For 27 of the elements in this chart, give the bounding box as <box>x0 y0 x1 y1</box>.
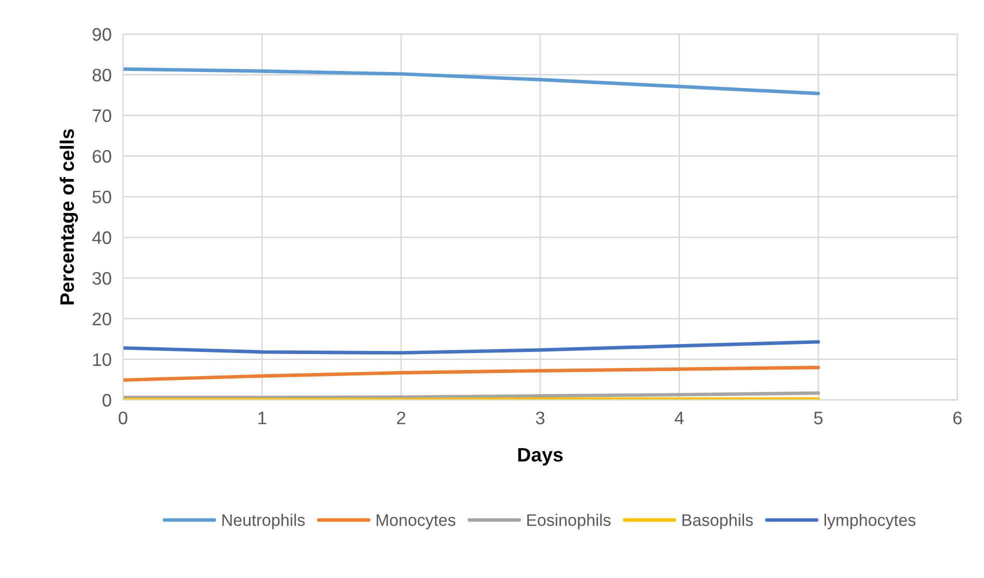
y-axis-title: Percentage of cells <box>60 129 78 304</box>
legend-label: Neutrophils <box>222 514 305 530</box>
x-tick-label: 0 <box>118 412 128 424</box>
x-tick-label: 2 <box>397 412 406 424</box>
y-tick-label: 0 <box>102 394 112 407</box>
y-tick-label: 70 <box>92 109 112 122</box>
y-tick-label: 90 <box>92 28 112 41</box>
x-axis-title: Days <box>518 448 563 466</box>
x-tick-label: 1 <box>258 412 266 424</box>
y-tick-label: 80 <box>92 68 112 82</box>
y-tick-label: 50 <box>92 190 112 204</box>
x-tick-label: 6 <box>953 412 962 424</box>
line-series <box>123 67 820 96</box>
y-tick-label: 10 <box>93 353 112 366</box>
y-tick-label: 30 <box>92 272 112 285</box>
legend-label: Monocytes <box>376 514 456 530</box>
y-tick-label: 60 <box>92 150 112 163</box>
x-tick-label: 5 <box>814 412 823 424</box>
line-series <box>123 366 820 382</box>
x-tick-label: 4 <box>674 412 684 424</box>
legend-label: lymphocytes <box>824 514 916 530</box>
line-series <box>123 340 820 355</box>
y-tick-label: 40 <box>92 231 112 244</box>
x-tick-label: 3 <box>536 412 544 424</box>
legend-label: Basophils <box>682 514 753 530</box>
legend-label: Eosinophils <box>527 514 611 530</box>
y-tick-label: 20 <box>92 312 112 326</box>
